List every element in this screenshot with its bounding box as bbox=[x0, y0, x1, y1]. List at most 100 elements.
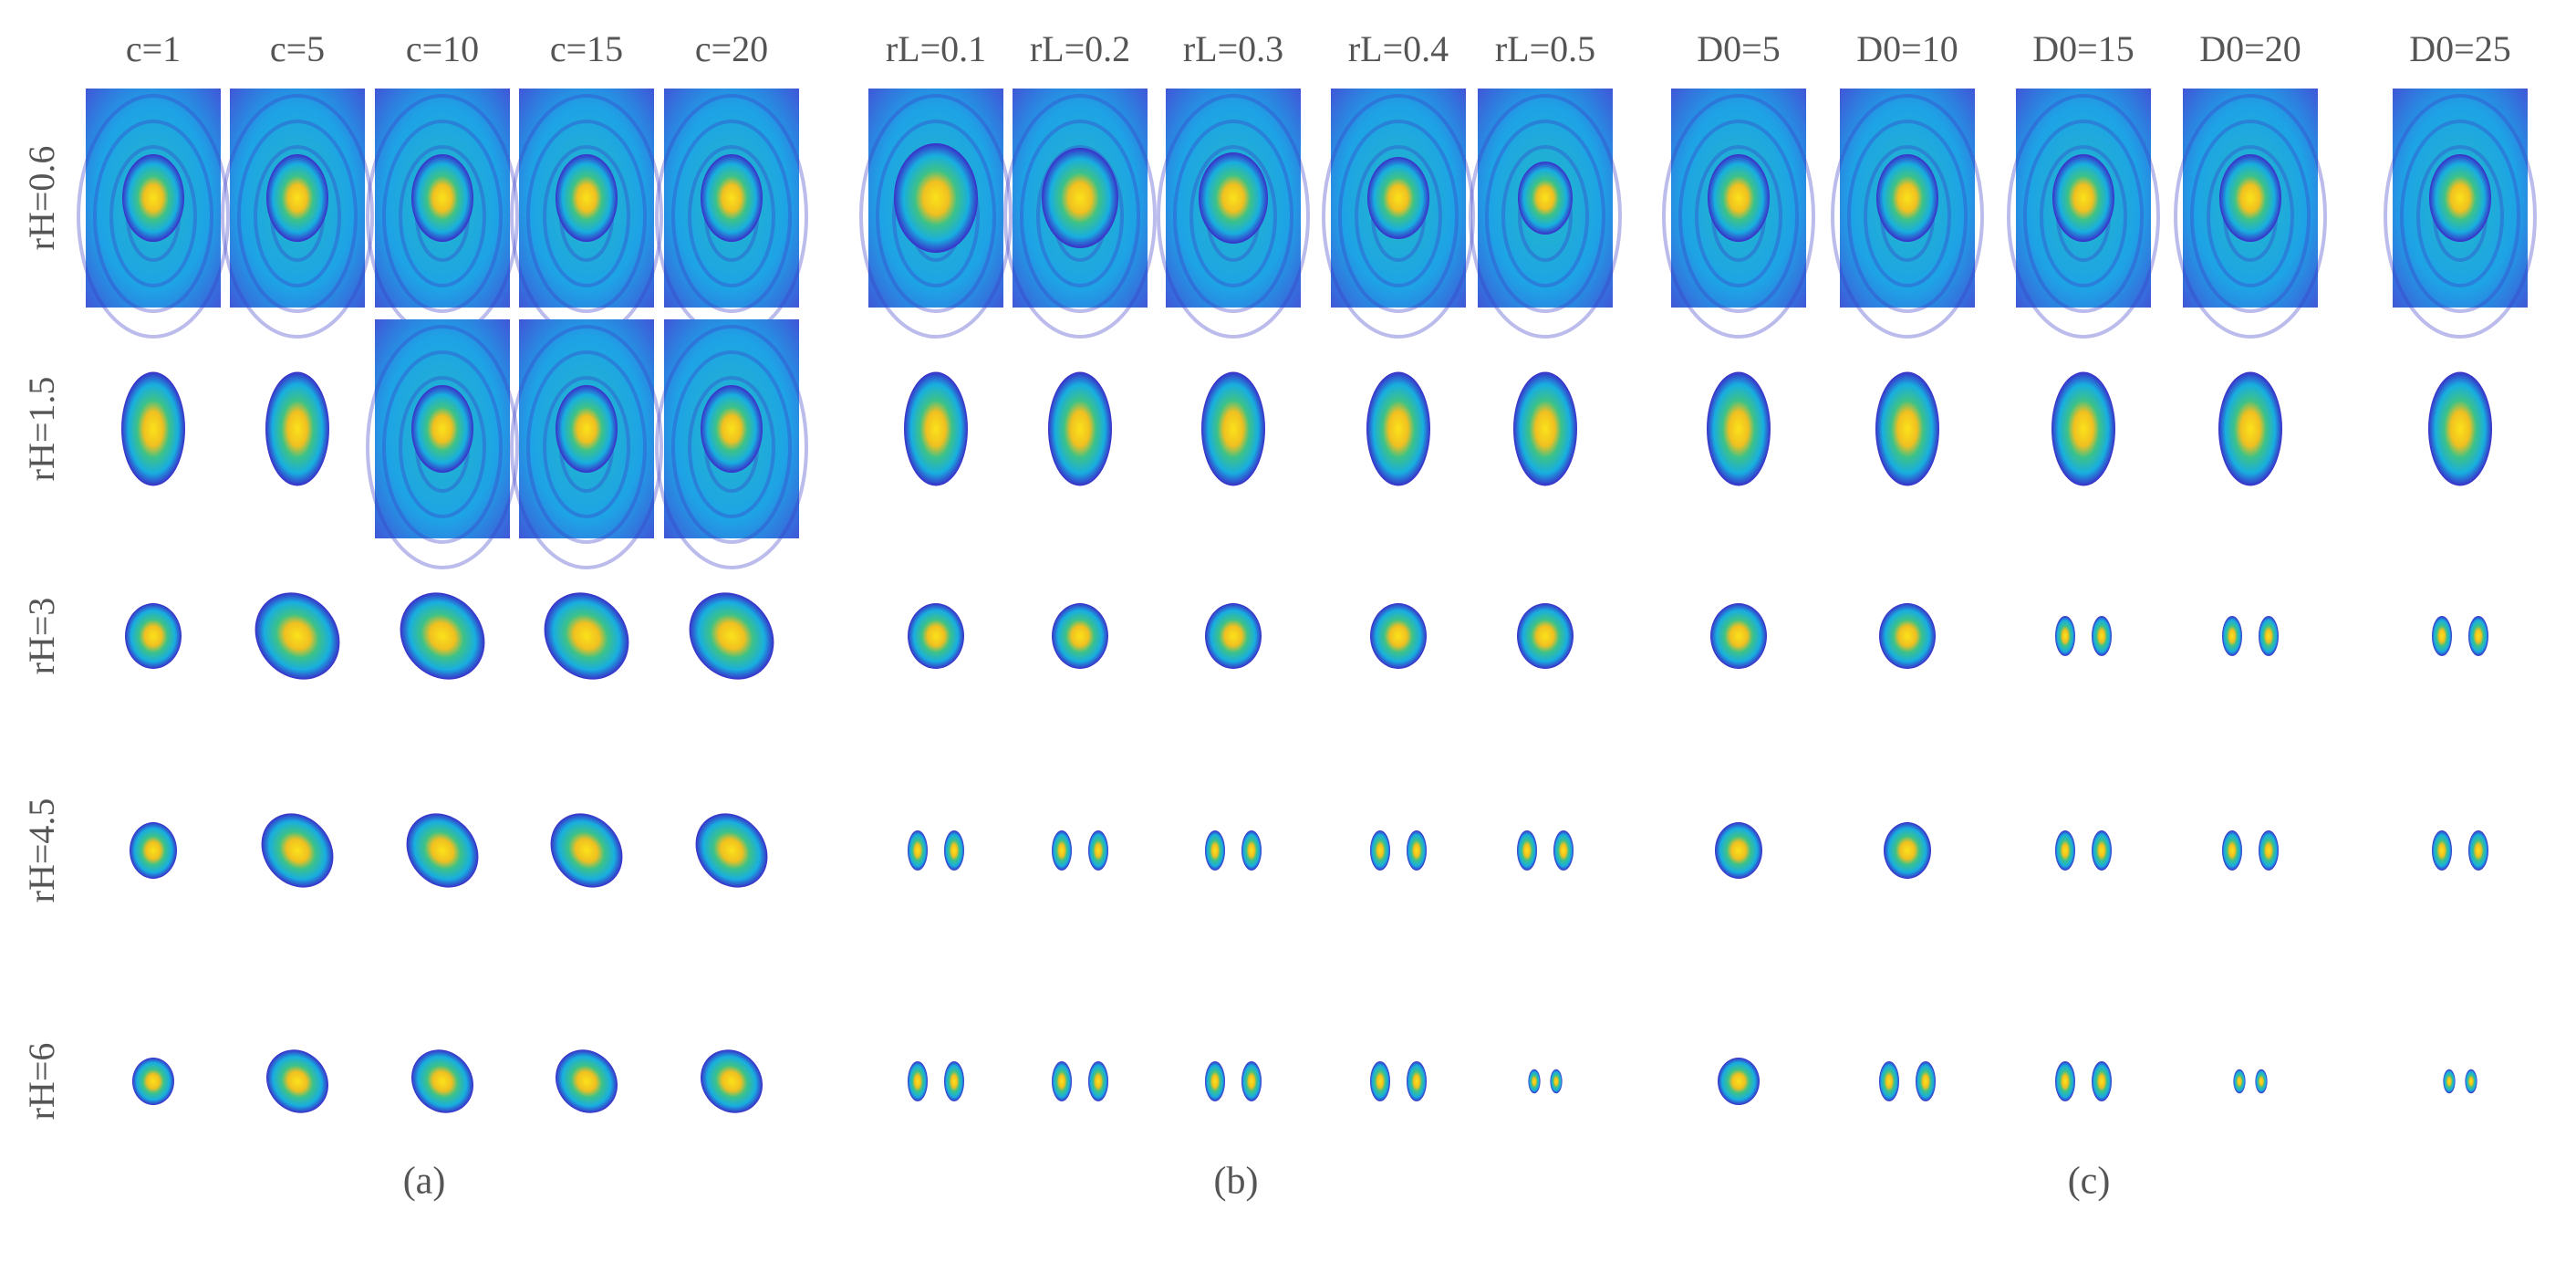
plot-lobe bbox=[2465, 1069, 2477, 1094]
fringe bbox=[1173, 120, 1293, 313]
fringe bbox=[109, 145, 197, 287]
fringe bbox=[526, 120, 647, 313]
plot-core bbox=[2429, 154, 2491, 242]
fringe bbox=[1695, 145, 1782, 287]
fringe bbox=[1003, 94, 1157, 339]
plot-blob bbox=[550, 813, 623, 888]
plot-core bbox=[701, 385, 763, 473]
intensity-plot bbox=[2055, 830, 2112, 871]
intensity-plot bbox=[266, 1049, 328, 1113]
plot-blob bbox=[1884, 822, 1931, 879]
plot-lobe bbox=[2092, 616, 2112, 656]
fringe bbox=[1355, 145, 1442, 287]
intensity-plot bbox=[1370, 603, 1427, 669]
plot-blob bbox=[1517, 603, 1574, 669]
fringe bbox=[1847, 120, 1968, 313]
intensity-plot bbox=[1707, 371, 1771, 486]
column-header: rL=0.5 bbox=[1495, 28, 1595, 69]
plot-blob bbox=[1707, 371, 1771, 486]
intensity-plot bbox=[695, 813, 768, 888]
plot-blob bbox=[1875, 371, 1939, 486]
intensity-plot bbox=[366, 89, 519, 339]
intensity-plot bbox=[1884, 822, 1931, 879]
plot-lobe bbox=[2432, 616, 2452, 656]
fringe bbox=[1322, 94, 1475, 339]
fringe bbox=[2400, 120, 2520, 313]
column-header: D0=5 bbox=[1697, 28, 1780, 69]
fringe bbox=[237, 120, 358, 313]
fringe bbox=[1469, 94, 1622, 339]
column-header: rL=0.2 bbox=[1030, 28, 1130, 69]
intensity-plot bbox=[1157, 89, 1310, 339]
fringe bbox=[77, 94, 230, 339]
plot-blob bbox=[1718, 1058, 1760, 1105]
column-header: rL=0.4 bbox=[1348, 28, 1449, 69]
plot-core bbox=[1367, 157, 1429, 239]
plot-blob bbox=[1201, 371, 1265, 486]
intensity-plot bbox=[544, 592, 629, 680]
plot-core bbox=[894, 143, 978, 253]
intensity-plot bbox=[2055, 1061, 2112, 1101]
intensity-plot bbox=[254, 592, 340, 680]
intensity-plot bbox=[510, 319, 663, 569]
plot-lobe bbox=[1241, 830, 1262, 871]
intensity-plot bbox=[2055, 616, 2112, 656]
plot-lobe bbox=[1553, 830, 1574, 871]
fringe bbox=[671, 350, 792, 544]
fringe bbox=[2190, 120, 2311, 313]
fringe bbox=[221, 94, 374, 339]
intensity-plot bbox=[1513, 371, 1577, 486]
plot-core bbox=[1708, 154, 1770, 242]
intensity-plot bbox=[1052, 830, 1108, 871]
plot-core bbox=[411, 154, 473, 242]
plot-lobe bbox=[1088, 830, 1108, 871]
plot-lobe bbox=[2055, 830, 2075, 871]
intensity-plot bbox=[366, 319, 519, 569]
plot-lobe bbox=[944, 1061, 964, 1101]
fringe bbox=[366, 325, 519, 569]
intensity-plot bbox=[550, 813, 623, 888]
plot-lobe bbox=[2055, 1061, 2075, 1101]
column-header: rL=0.1 bbox=[886, 28, 986, 69]
intensity-plot bbox=[1528, 1069, 1563, 1094]
intensity-plot bbox=[1205, 1061, 1262, 1101]
intensity-plot bbox=[1469, 89, 1622, 339]
intensity-plot bbox=[1048, 371, 1112, 486]
intensity-plot bbox=[1831, 89, 1984, 339]
plot-lobe bbox=[2222, 616, 2242, 656]
fringe bbox=[1036, 145, 1124, 287]
intensity-plot bbox=[1205, 603, 1262, 669]
plot-blob bbox=[2428, 371, 2492, 486]
intensity-plot bbox=[125, 603, 182, 669]
plot-blob bbox=[701, 1049, 763, 1113]
fringe bbox=[382, 120, 503, 313]
plot-blob bbox=[908, 603, 964, 669]
plot-lobe bbox=[1088, 1061, 1108, 1101]
plot-blob bbox=[689, 592, 774, 680]
plot-lobe bbox=[1205, 830, 1225, 871]
fringe bbox=[1501, 145, 1589, 287]
plot-core bbox=[1876, 154, 1938, 242]
column-header: c=1 bbox=[126, 28, 181, 69]
fringe bbox=[2174, 94, 2327, 339]
plot-lobe bbox=[1370, 830, 1390, 871]
intensity-plot bbox=[121, 371, 185, 486]
intensity-plot bbox=[2432, 830, 2488, 871]
intensity-plot bbox=[1003, 89, 1157, 339]
intensity-plot bbox=[261, 813, 334, 888]
intensity-plot bbox=[132, 1058, 174, 1105]
fringe bbox=[1189, 145, 1277, 287]
intensity-plot bbox=[2432, 616, 2488, 656]
plot-lobe bbox=[1052, 1061, 1072, 1101]
plot-blob bbox=[132, 1058, 174, 1105]
plot-blob bbox=[1370, 603, 1427, 669]
plot-blob bbox=[1052, 603, 1108, 669]
fringe bbox=[1485, 120, 1605, 313]
plot-blob bbox=[2051, 371, 2115, 486]
column-header: D0=15 bbox=[2032, 28, 2134, 69]
fringe bbox=[2384, 94, 2537, 339]
row-label: rH=6 bbox=[21, 1043, 62, 1121]
column-header: c=10 bbox=[406, 28, 479, 69]
intensity-plot bbox=[1517, 830, 1574, 871]
